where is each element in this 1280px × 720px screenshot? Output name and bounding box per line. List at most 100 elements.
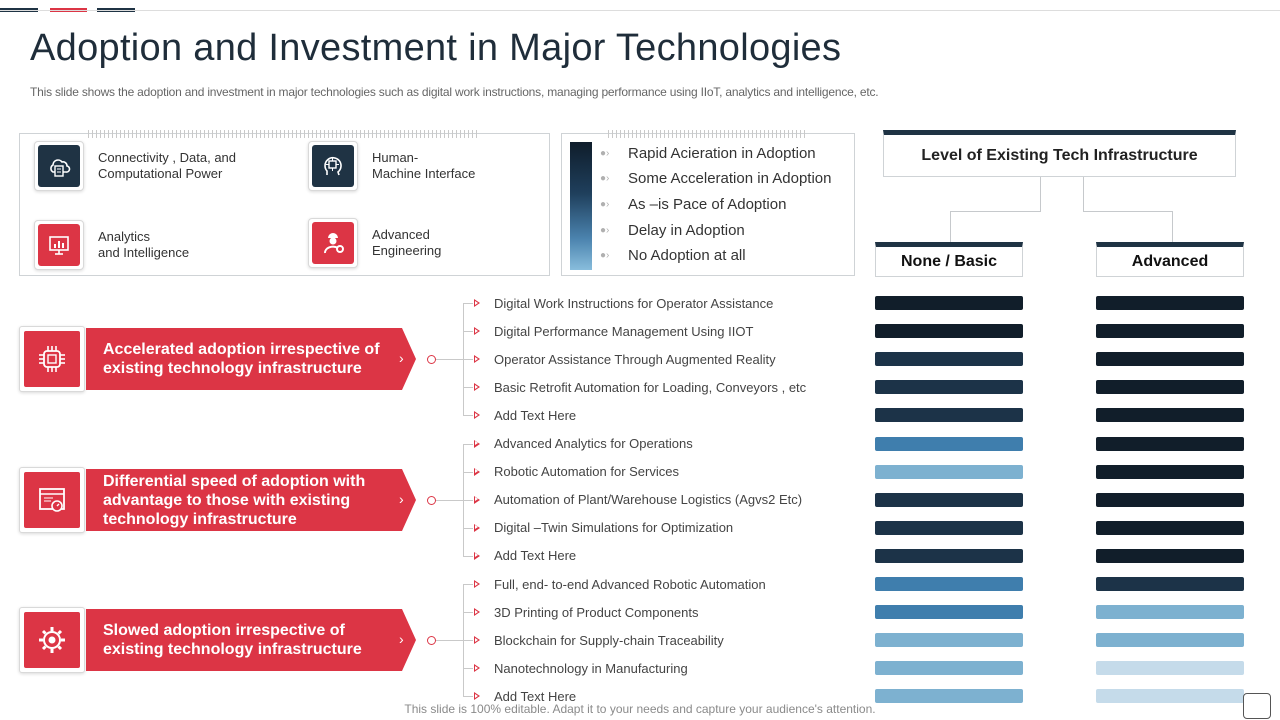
- list-item: Blockchain for Supply-chain Traceability: [474, 632, 724, 648]
- triangle-bullet-icon: [474, 411, 480, 420]
- list-item-text: Automation of Plant/Warehouse Logistics …: [494, 492, 803, 508]
- triangle-bullet-icon: [474, 608, 480, 617]
- list-item: Digital –Twin Simulations for Optimizati…: [474, 520, 733, 536]
- list-item: Add Text Here: [474, 688, 576, 704]
- adoption-bar-advanced: [1096, 548, 1244, 563]
- legend-bullet-icon: ●›: [600, 173, 610, 184]
- adoption-bar-basic: [875, 352, 1023, 367]
- adoption-bar-basic: [875, 492, 1023, 507]
- connector-line: [463, 527, 473, 529]
- connector-line: [463, 584, 473, 585]
- triangle-bullet-icon: [474, 495, 480, 504]
- tech-area-label: Human- Machine Interface: [372, 150, 476, 181]
- page-title: Adoption and Investment in Major Technol…: [30, 27, 842, 69]
- list-item: Basic Retrofit Automation for Loading, C…: [474, 379, 806, 395]
- connector-line: [463, 471, 473, 473]
- list-item: Advanced Analytics for Operations: [474, 436, 693, 452]
- triangle-bullet-icon: [474, 383, 480, 392]
- list-item: Add Text Here: [474, 407, 576, 423]
- connector-line: [436, 640, 464, 641]
- column-header-advanced: Advanced: [1096, 242, 1244, 277]
- category-icon-frame: [19, 326, 85, 392]
- legend-item: ●› Delay in Adoption: [600, 222, 745, 239]
- triangle-bullet-icon: [474, 551, 480, 560]
- connector-line: [463, 555, 473, 557]
- adoption-bar-basic: [875, 464, 1023, 479]
- head-chip-icon: [312, 145, 354, 187]
- connector-line: [950, 211, 951, 242]
- adoption-bar-basic: [875, 520, 1023, 535]
- category-label: Accelerated adoption irrespective of exi…: [103, 341, 380, 377]
- tech-area-hmi: Human- Machine Interface: [308, 141, 542, 191]
- legend-bullet-icon: ●›: [600, 225, 610, 236]
- adoption-bar-advanced: [1096, 464, 1244, 479]
- chevron-right-icon: ›: [399, 491, 404, 507]
- legend-item: ●› No Adoption at all: [600, 247, 746, 264]
- legend-bullet-icon: ●›: [600, 148, 610, 159]
- category-label: Slowed adoption irrespective of existing…: [103, 622, 362, 658]
- adoption-bar-basic: [875, 577, 1023, 591]
- connector-line: [463, 331, 473, 333]
- chevron-right-icon: ›: [399, 631, 404, 647]
- connector-line: [463, 499, 473, 501]
- adoption-bar-advanced: [1096, 324, 1244, 339]
- triangle-bullet-icon: [474, 580, 480, 588]
- adoption-bar-basic: [875, 661, 1023, 676]
- connector-node-icon: [427, 495, 436, 505]
- corner-frame: [1243, 693, 1271, 719]
- footer-note: This slide is 100% editable. Adapt it to…: [404, 702, 876, 716]
- tech-area-label: Advanced Engineering: [372, 227, 442, 258]
- category-banner: Accelerated adoption irrespective of exi…: [86, 328, 416, 390]
- list-item: Robotic Automation for Services: [474, 464, 679, 480]
- adoption-bar-advanced: [1096, 605, 1244, 620]
- triangle-bullet-icon: [474, 692, 480, 701]
- list-item: Add Text Here: [474, 548, 576, 564]
- adoption-bar-basic: [875, 605, 1023, 620]
- list-item-text: Operator Assistance Through Augmented Re…: [494, 351, 776, 367]
- triangle-bullet-icon: [474, 327, 480, 336]
- legend-gradient-scale: [570, 142, 592, 270]
- list-item-text: Basic Retrofit Automation for Loading, C…: [494, 379, 807, 395]
- tech-area-analytics: Analytics and Intelligence: [34, 220, 268, 270]
- list-item-text: Full, end- to-end Advanced Robotic Autom…: [494, 576, 766, 592]
- triangle-bullet-icon: [474, 523, 480, 532]
- adoption-bar-basic: [875, 324, 1023, 339]
- connector-line: [463, 303, 473, 304]
- page-subtitle: This slide shows the adoption and invest…: [30, 85, 879, 99]
- connector-node-icon: [427, 354, 436, 364]
- connector-line: [463, 359, 473, 361]
- connector-line: [950, 211, 1041, 212]
- connector-line: [463, 443, 473, 445]
- triangle-bullet-icon: [474, 467, 480, 476]
- tech-area-label: Analytics and Intelligence: [98, 229, 190, 260]
- list-item-text: Digital Work Instructions for Operator A…: [494, 295, 774, 311]
- category-label: Differential speed of adoption with adva…: [103, 472, 366, 528]
- cloud-document-icon: [38, 145, 80, 187]
- adoption-bar-advanced: [1096, 661, 1244, 676]
- top-divider: [0, 10, 1280, 11]
- list-item: Nanotechnology in Manufacturing: [474, 660, 688, 676]
- triangle-bullet-icon: [474, 355, 480, 364]
- adoption-bar-advanced: [1096, 520, 1244, 535]
- connector-line: [1083, 177, 1084, 211]
- connector-line: [1040, 177, 1041, 211]
- category-banner: Slowed adoption irrespective of existing…: [86, 609, 416, 671]
- list-item: Operator Assistance Through Augmented Re…: [474, 351, 776, 367]
- engineer-gear-icon: [312, 222, 354, 264]
- legend-item: ●› Rapid Acieration in Adoption: [600, 145, 816, 162]
- chip-icon: [24, 331, 80, 387]
- connector-line: [436, 359, 464, 360]
- legend-box: ●› Rapid Acieration in Adoption ●› Some Ac…: [561, 130, 855, 276]
- tick-decoration: [88, 130, 480, 138]
- connector-line: [1083, 211, 1173, 212]
- list-item: Full, end- to-end Advanced Robotic Autom…: [474, 576, 766, 592]
- legend-item: ●› As –is Pace of Adoption: [600, 196, 787, 213]
- adoption-bar-basic: [875, 689, 1023, 704]
- connector-line: [463, 640, 473, 642]
- list-item-text: Robotic Automation for Services: [494, 464, 679, 480]
- connector-line: [463, 612, 473, 614]
- adoption-bar-basic: [875, 548, 1023, 563]
- list-item-text: Add Text Here: [494, 548, 577, 564]
- adoption-bar-basic: [875, 296, 1023, 310]
- adoption-bar-advanced: [1096, 436, 1244, 451]
